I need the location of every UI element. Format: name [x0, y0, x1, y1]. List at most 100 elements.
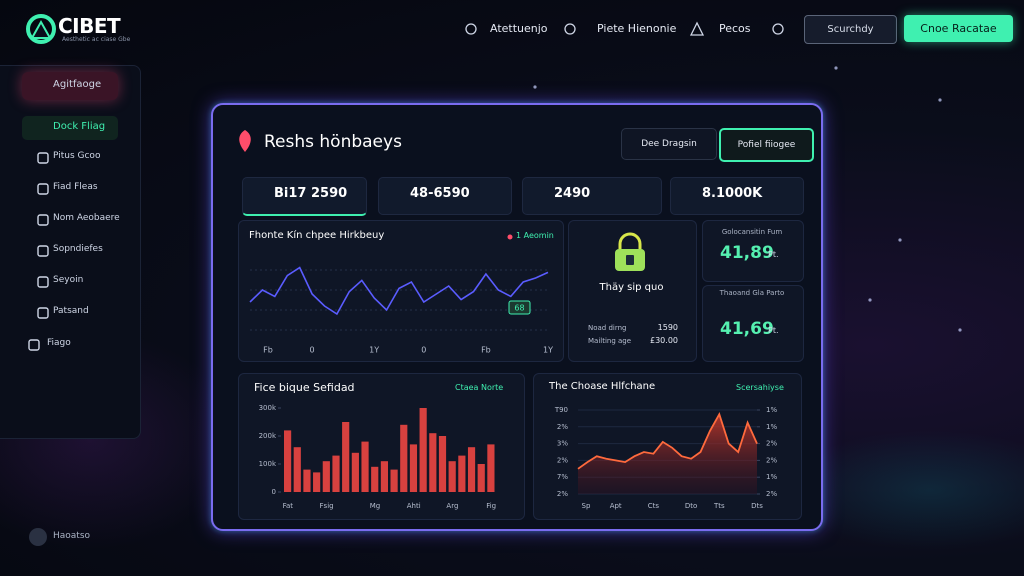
y-tick-label: 2%	[557, 456, 568, 464]
kpi-value: 41,69	[720, 319, 774, 339]
bar	[458, 455, 466, 492]
stat-tile[interactable]	[242, 177, 367, 216]
y-tick-label: 7%	[557, 473, 568, 481]
sidebar-item[interactable]: Sopndiefes	[53, 244, 103, 254]
sidebar-item[interactable]: Pitus Gcoo	[53, 151, 101, 161]
nav-icon	[465, 23, 477, 35]
bar	[293, 447, 301, 492]
lock-shackle	[618, 232, 642, 250]
chart-legend: 1 Aeomin	[516, 231, 554, 240]
panel-button[interactable]: Pofiel fiiogee	[719, 128, 814, 162]
item-icon	[37, 183, 49, 195]
area-fill	[578, 414, 757, 494]
logo: CIBET	[58, 14, 121, 38]
panel-icon	[239, 130, 251, 152]
panel-button[interactable]: Dee Dragsin	[621, 128, 717, 160]
nav-link: Pecos	[719, 22, 751, 35]
footer-avatar	[29, 528, 47, 546]
y-tick-label: T90	[554, 406, 568, 414]
x-tick-label: Mg	[370, 502, 380, 510]
logo-mark	[30, 19, 52, 39]
bar	[351, 452, 359, 492]
panel-title: Reshs hönbaeys	[264, 132, 402, 152]
bar	[438, 436, 447, 492]
search-button[interactable]: Scurchdy	[804, 15, 897, 44]
cta-button[interactable]: Cnoe Racatae	[904, 15, 1013, 42]
bar	[419, 408, 427, 492]
bar	[303, 469, 311, 492]
stat-tile[interactable]	[670, 177, 804, 215]
bar	[342, 422, 350, 492]
stat-tile[interactable]	[522, 177, 662, 215]
nav-icon	[772, 23, 784, 35]
nav-icon	[689, 21, 705, 36]
kpi-value: 41,89	[720, 243, 774, 263]
bar	[322, 461, 330, 492]
sidebar-item[interactable]: Agitfaoge	[53, 79, 102, 90]
stat-value: 8.1000K	[702, 186, 763, 201]
row-label: Noad dirng	[588, 324, 627, 332]
callout-bg	[508, 300, 531, 315]
chart-title: Fhonte Kín chpee Hirkbeuy	[249, 230, 385, 241]
stat-value: 2490	[554, 186, 591, 201]
y-tick-label: 2%	[557, 490, 568, 498]
sidebar-item[interactable]: Seyoin	[53, 275, 84, 285]
y2-tick-label: 1%	[766, 473, 777, 481]
x-tick-label: Fat	[283, 502, 294, 510]
kpi-label: Golocansitin Fum	[721, 228, 783, 236]
bar	[477, 464, 485, 492]
nav-link: Piete Hienonie	[597, 22, 677, 35]
bar	[487, 444, 495, 492]
x-tick-label: 1Y	[369, 346, 379, 355]
item-icon	[37, 214, 49, 226]
y2-tick-label: 2%	[766, 440, 777, 448]
kpi-unit: Pt.	[768, 326, 779, 335]
y-tick-label: 200k	[259, 432, 277, 440]
chart-legend: Scersahiyse	[736, 383, 784, 392]
bar	[409, 444, 418, 492]
x-tick-label: Ahti	[407, 502, 421, 510]
x-tick-label: Cts	[648, 502, 660, 510]
active-item-bg	[22, 72, 118, 100]
x-tick-label: Tts	[713, 502, 725, 510]
x-tick-label: Fb	[481, 346, 491, 355]
lock-title: Thäy sip quo	[599, 282, 664, 293]
active-item-bg	[22, 116, 118, 140]
row-label: Mailting age	[588, 337, 632, 345]
star	[868, 298, 872, 302]
x-tick-label: 0	[310, 346, 315, 355]
x-tick-label: 1Y	[543, 346, 553, 355]
sidebar-item[interactable]: Patsand	[53, 306, 89, 316]
y-tick-label: 2%	[557, 423, 568, 431]
item-icon	[37, 245, 49, 257]
tagline: Aesthetic ac ciase Gbe	[62, 36, 131, 43]
sidebar-item[interactable]: Fiad Fleas	[53, 182, 98, 192]
bar	[400, 424, 408, 492]
sidebar-item[interactable]: Dock Fliag	[53, 121, 106, 132]
bar	[448, 461, 456, 492]
x-tick-label: Fig	[486, 502, 496, 510]
stat-tile[interactable]	[378, 177, 512, 215]
y2-tick-label: 1%	[766, 406, 777, 414]
y-tick-label: 300k	[259, 404, 277, 412]
bar	[390, 469, 398, 492]
bar	[313, 472, 321, 492]
stat-value: 48-6590	[410, 186, 470, 201]
bar	[284, 430, 292, 492]
sidebar-footer: Haoatso	[53, 531, 91, 541]
logo-icon	[26, 14, 56, 44]
sidebar-item[interactable]: Fiago	[47, 338, 71, 348]
item-icon	[37, 276, 49, 288]
line-series	[249, 266, 549, 316]
bar	[429, 433, 437, 492]
card	[702, 285, 804, 362]
sidebar-item[interactable]: Nom Aeobaere	[53, 213, 120, 223]
bar	[467, 447, 476, 492]
y-tick-label: 0	[272, 488, 276, 496]
y-tick-label: 100k	[259, 460, 277, 468]
y-tick-label: 3%	[557, 440, 568, 448]
bar	[361, 441, 369, 492]
chart-title: Fice bique Sefidad	[254, 381, 355, 394]
